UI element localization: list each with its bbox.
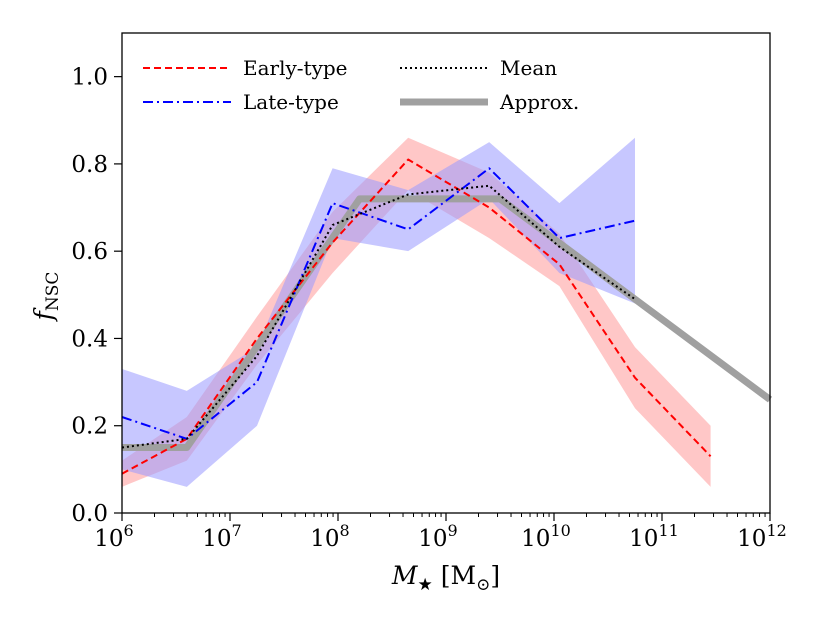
x-tick-label: 1012 <box>737 521 787 552</box>
y-axis-ticks: 0.0 0.2 0.4 0.6 0.8 1.0 <box>71 65 122 527</box>
x-tick-exponent: 12 <box>766 521 786 540</box>
x-tick-label: 1011 <box>629 521 679 552</box>
x-tick-base: 10 <box>310 526 339 552</box>
y-tick-label: 0.4 <box>71 326 108 352</box>
approx-line <box>122 195 773 452</box>
legend-label-early-type: Early-type <box>243 56 348 80</box>
x-tick-label: 106 <box>94 521 133 552</box>
x-tick-base: 10 <box>418 526 447 552</box>
y-axis-subscript: NSC <box>43 272 63 312</box>
x-axis-ticks: 106 107 108 109 1010 1011 1012 <box>94 513 787 552</box>
y-axis-label: fNSC <box>29 272 63 323</box>
x-tick-base: 10 <box>521 526 550 552</box>
mean-line <box>121 184 636 449</box>
legend-label-approx: Approx. <box>499 90 579 114</box>
x-tick-label: 109 <box>418 521 457 552</box>
legend-label-late-type: Late-type <box>243 90 339 114</box>
legend-label-mean: Mean <box>500 56 557 80</box>
y-tick-label: 0.2 <box>71 414 108 440</box>
legend: Early-type Late-type Mean Approx. <box>143 56 579 114</box>
x-tick-exponent: 8 <box>340 521 350 540</box>
y-tick-label: 1.0 <box>71 65 108 91</box>
y-tick-label: 0.8 <box>71 152 108 178</box>
x-tick-base: 10 <box>94 526 123 552</box>
y-axis-symbol: f <box>29 307 58 322</box>
x-tick-exponent: 9 <box>448 521 458 540</box>
series-lines <box>121 158 773 475</box>
x-axis-symbol: M <box>391 561 419 590</box>
y-tick-label: 0.6 <box>71 239 108 265</box>
x-tick-label: 108 <box>310 521 349 552</box>
x-axis-subscript: ★ <box>418 575 433 595</box>
x-tick-exponent: 7 <box>232 521 242 540</box>
error-bands <box>122 137 711 487</box>
y-tick-label: 0.0 <box>71 501 108 527</box>
x-axis-unit-subscript: ⊙ <box>476 575 490 595</box>
x-axis-label: M★ [M⊙] <box>391 561 500 595</box>
x-tick-exponent: 11 <box>658 521 678 540</box>
x-tick-base: 10 <box>202 526 231 552</box>
x-tick-base: 10 <box>737 526 766 552</box>
x-axis-unit: [M <box>441 561 476 590</box>
x-axis-unit-close: ] <box>490 561 500 590</box>
x-tick-label: 1010 <box>521 521 571 552</box>
early-type-line <box>121 158 712 475</box>
x-tick-label: 107 <box>202 521 241 552</box>
x-tick-base: 10 <box>629 526 658 552</box>
x-tick-exponent: 6 <box>124 521 134 540</box>
late-type-line <box>121 167 636 440</box>
late-type-band <box>122 137 635 487</box>
x-tick-exponent: 10 <box>550 521 570 540</box>
